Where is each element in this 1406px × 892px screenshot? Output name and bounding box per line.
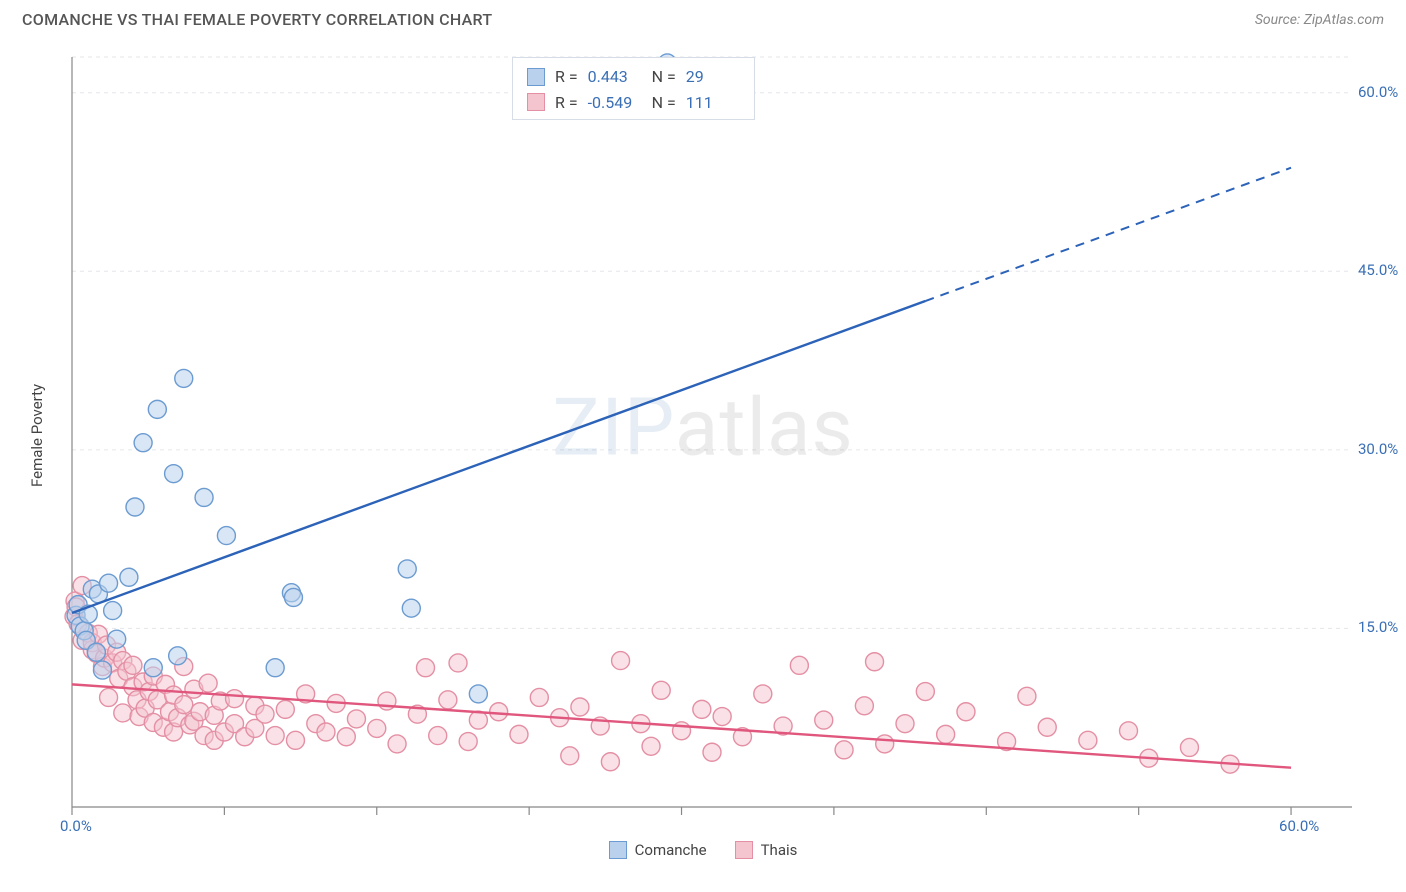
legend-label: Thais [761, 841, 798, 859]
y-tick-label: 15.0% [1358, 618, 1398, 636]
scatter-chart [22, 37, 1384, 837]
legend-item: Thais [735, 841, 798, 859]
x-tick-label: 0.0% [60, 817, 92, 835]
legend-label: Comanche [635, 841, 707, 859]
legend-swatch [609, 841, 627, 859]
legend-value: 111 [686, 90, 740, 116]
correlation-legend-row: R = 0.443 N = 29 [527, 64, 740, 90]
legend-value: -0.549 [588, 90, 642, 116]
chart-container: ZIPatlas Female Poverty R =0.443N =29R =… [22, 37, 1384, 837]
legend-label: N = [652, 90, 676, 116]
legend-label: R = [555, 64, 578, 90]
legend-item: Comanche [609, 841, 707, 859]
y-tick-label: 30.0% [1358, 440, 1398, 458]
series-legend: Comanche Thais [0, 841, 1406, 859]
y-tick-label: 60.0% [1358, 83, 1398, 101]
legend-label: N = [652, 64, 676, 90]
legend-swatch [527, 68, 545, 86]
chart-source: Source: ZipAtlas.com [1255, 12, 1384, 28]
chart-title: COMANCHE VS THAI FEMALE POVERTY CORRELAT… [22, 10, 492, 29]
chart-header: COMANCHE VS THAI FEMALE POVERTY CORRELAT… [0, 0, 1406, 37]
legend-label: R = [555, 90, 578, 116]
legend-swatch [735, 841, 753, 859]
correlation-legend: R = 0.443 N = 29 R = -0.549 N = 111 [512, 57, 755, 120]
correlation-legend-row: R = -0.549 N = 111 [527, 90, 740, 116]
y-tick-label: 45.0% [1358, 261, 1398, 279]
x-tick-label: 60.0% [1279, 817, 1319, 835]
legend-value: 29 [686, 64, 740, 90]
y-axis-label: Female Poverty [28, 384, 46, 487]
legend-value: 0.443 [588, 64, 642, 90]
legend-swatch [527, 93, 545, 111]
